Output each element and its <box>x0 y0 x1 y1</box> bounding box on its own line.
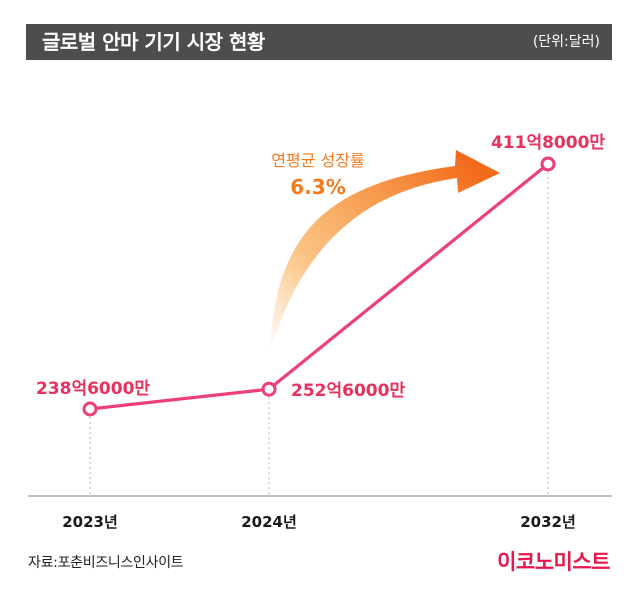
data-label: 252억6000만 <box>291 381 405 401</box>
title-bar: 글로벌 안마 기기 시장 현황 (단위:달러) <box>26 24 612 60</box>
cagr-value: 6.3% <box>290 175 345 199</box>
data-point <box>261 381 277 397</box>
x-tick-label: 2032년 <box>520 513 576 531</box>
data-point <box>540 156 556 172</box>
data-point <box>82 401 98 417</box>
source-note: 자료:포춘비즈니스인사이트 <box>28 555 184 571</box>
data-label: 238억6000만 <box>36 379 150 399</box>
growth-arrow <box>270 150 500 352</box>
chart-title: 글로벌 안마 기기 시장 현황 <box>42 30 265 54</box>
x-tick-label: 2023년 <box>62 513 118 531</box>
unit-label: (단위:달러) <box>532 34 600 50</box>
cagr-label: 연평균 성장률 <box>271 151 364 170</box>
series-line <box>89 162 550 411</box>
x-tick-label: 2024년 <box>241 513 297 531</box>
data-label: 411억8000만 <box>491 133 605 153</box>
publisher-logo: 이코노미스트 <box>497 550 610 574</box>
